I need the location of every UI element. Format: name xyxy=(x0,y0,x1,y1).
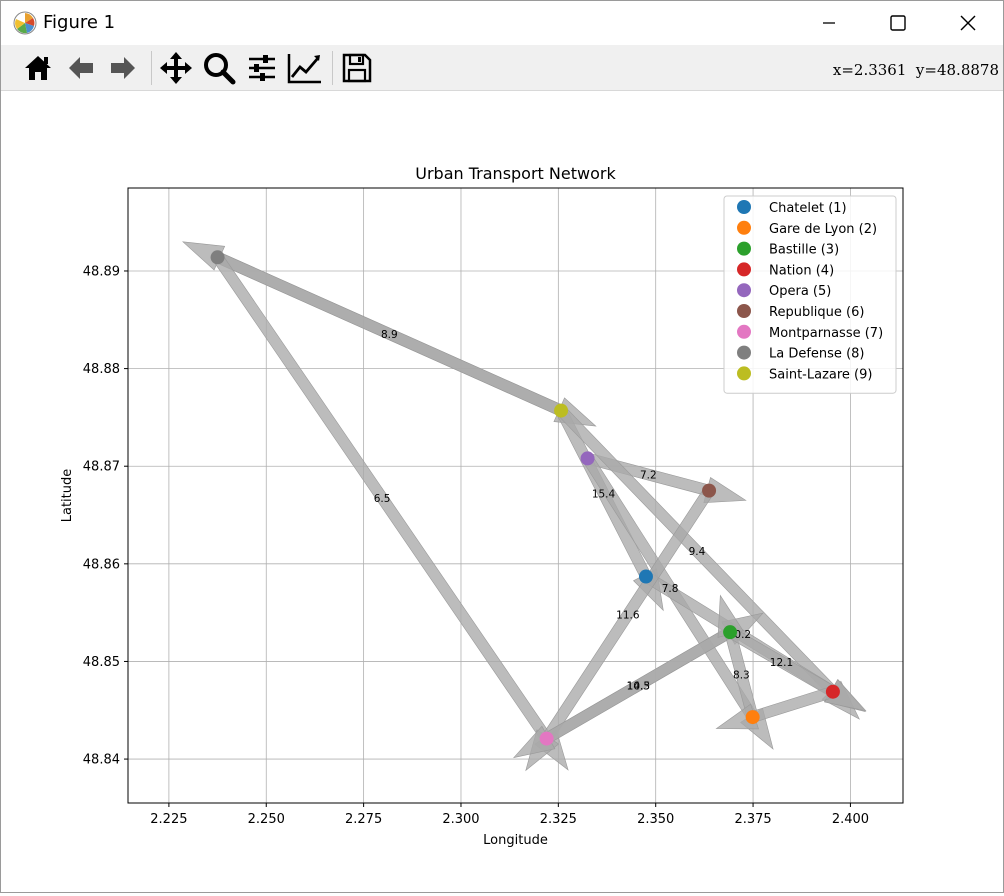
chart-title: Urban Transport Network xyxy=(415,164,616,183)
station-marker xyxy=(702,483,717,498)
back-button[interactable] xyxy=(62,49,100,87)
legend-marker xyxy=(737,262,751,277)
y-tick-label: 48.86 xyxy=(83,557,120,572)
legend-marker xyxy=(737,324,751,339)
window-title: Figure 1 xyxy=(43,12,116,33)
legend-marker xyxy=(737,345,751,360)
edge-arrow xyxy=(512,626,734,759)
edge-labels: 8.96.57.215.49.47.810.211.610.514.38.312… xyxy=(374,329,793,692)
forward-arrow-icon xyxy=(111,57,135,79)
x-tick-label: 2.300 xyxy=(442,812,479,827)
y-tick-label: 48.84 xyxy=(83,753,120,768)
edge-weight-label: 6.5 xyxy=(374,493,391,505)
edge-weight-label: 15.4 xyxy=(592,489,616,501)
edge-weight-label: 7.2 xyxy=(640,470,657,482)
toolbar-separator xyxy=(332,51,333,85)
station-marker xyxy=(825,684,840,699)
y-tick-label: 48.89 xyxy=(83,264,120,279)
edge-weight-label: 7.8 xyxy=(662,583,679,595)
stations xyxy=(210,250,840,746)
legend-entry: Gare de Lyon (2) xyxy=(769,222,877,237)
edge-weight-label: 8.3 xyxy=(733,670,750,682)
legend-entry: Nation (4) xyxy=(769,263,834,278)
station-marker xyxy=(723,625,738,640)
back-arrow-icon xyxy=(69,57,93,79)
home-button[interactable] xyxy=(19,49,57,87)
legend-marker xyxy=(737,241,751,256)
x-tick-label: 2.325 xyxy=(540,812,577,827)
x-tick-label: 2.400 xyxy=(832,812,869,827)
pan-button[interactable] xyxy=(157,49,195,87)
maximize-icon xyxy=(890,15,906,31)
save-button[interactable] xyxy=(338,49,376,87)
y-tick-label: 48.85 xyxy=(83,655,120,670)
edge-weight-label: 12.1 xyxy=(770,657,793,669)
legend-entry: Republique (6) xyxy=(769,305,864,320)
title-bar: Figure 1 xyxy=(1,1,1003,45)
edge-weight-label: 11.6 xyxy=(616,610,640,622)
x-tick-label: 2.250 xyxy=(248,812,285,827)
forward-button[interactable] xyxy=(104,49,142,87)
y-tick-label: 48.87 xyxy=(83,460,120,475)
close-button[interactable] xyxy=(933,1,1003,45)
navigation-toolbar: x=2.3361 y=48.8878 xyxy=(1,45,1003,91)
zoom-icon xyxy=(204,53,236,85)
y-tick-label: 48.88 xyxy=(83,362,120,377)
legend-marker xyxy=(737,304,751,318)
axes-frame xyxy=(127,187,904,804)
toolbar-separator xyxy=(151,51,152,85)
edge-weight-label: 8.9 xyxy=(381,329,398,341)
x-tick-label: 2.375 xyxy=(734,812,771,827)
station-marker xyxy=(745,710,760,725)
x-tick-label: 2.225 xyxy=(150,812,187,827)
maximize-button[interactable] xyxy=(863,1,933,45)
y-axis-label: Latitude xyxy=(60,469,75,523)
legend-box xyxy=(723,195,897,394)
station-marker xyxy=(580,451,595,466)
legend-marker xyxy=(737,200,751,214)
legend-entry: Chatelet (1) xyxy=(769,201,847,216)
edges xyxy=(182,241,867,772)
edge-weight-label: 10.5 xyxy=(627,680,650,692)
configure-subplots-icon xyxy=(249,55,275,81)
station-marker xyxy=(539,731,554,746)
legend-entry: Opera (5) xyxy=(769,284,831,299)
configure-subplots-button[interactable] xyxy=(243,49,281,87)
edit-axis-button[interactable] xyxy=(286,49,324,87)
legend-marker xyxy=(737,220,751,235)
ticks: 2.225 2.250 2.275 2.300 2.325 2.350 2.375 2.400… xyxy=(83,264,869,827)
home-icon xyxy=(25,56,51,80)
zoom-button[interactable] xyxy=(200,49,238,87)
legend-marker xyxy=(737,366,751,381)
legend-marker xyxy=(737,283,751,298)
legend-entry: La Defense (8) xyxy=(769,347,864,362)
edge-weight-label: 14.3 xyxy=(627,680,650,692)
x-tick-label: 2.275 xyxy=(345,812,382,827)
edge-arrow xyxy=(182,241,564,416)
legend-entry: Bastille (3) xyxy=(769,243,839,258)
legend-entry: Montparnasse (7) xyxy=(769,326,883,341)
network-chart: 8.96.57.215.49.47.810.211.610.514.38.312… xyxy=(60,164,904,848)
station-marker xyxy=(210,250,225,265)
edge-weight-label: 9.4 xyxy=(689,546,706,558)
station-marker xyxy=(554,403,569,418)
matplotlib-logo-icon xyxy=(13,11,37,35)
cursor-coordinates: x=2.3361 y=48.8878 xyxy=(832,61,999,79)
save-icon xyxy=(342,53,372,83)
x-tick-label: 2.350 xyxy=(637,812,674,827)
pan-icon xyxy=(160,52,192,84)
minimize-button[interactable] xyxy=(794,1,864,45)
edit-axis-icon xyxy=(287,54,321,84)
x-axis-label: Longitude xyxy=(483,833,548,848)
legend-entry: Saint-Lazare (9) xyxy=(769,367,872,382)
plot-area: 8.9 6.5 7.2 15.4 9.4 7.8 10.2 11.6 10.5 14.3 8.3 12… xyxy=(1,92,1003,892)
station-marker xyxy=(638,569,653,584)
minimize-icon xyxy=(823,22,835,24)
edge-arrow xyxy=(556,406,860,720)
legend: Chatelet (1) Gare de Lyon (2) Bastille (3)… xyxy=(723,195,897,394)
close-icon xyxy=(960,15,976,31)
